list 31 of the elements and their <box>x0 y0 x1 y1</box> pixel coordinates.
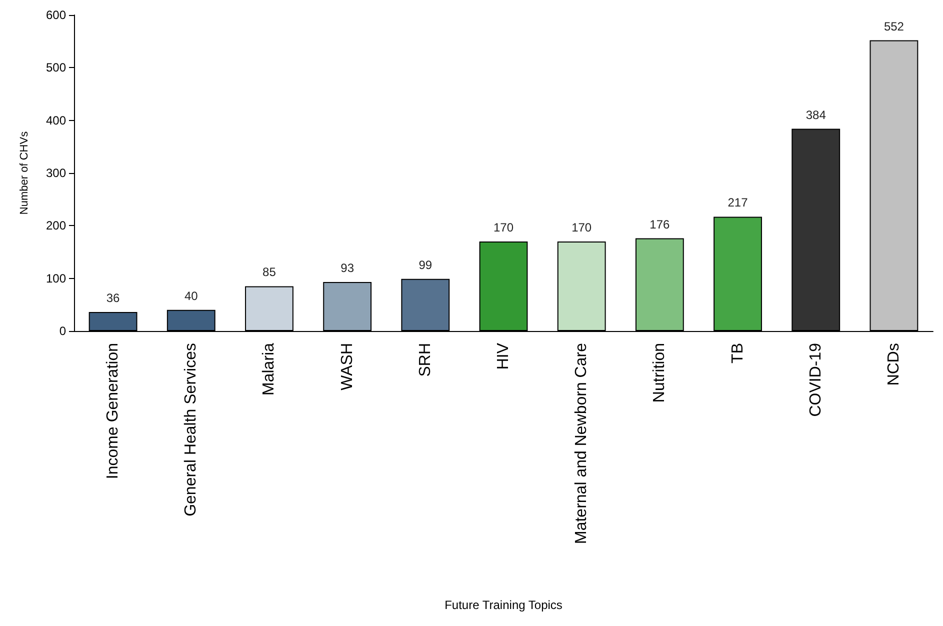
y-tick-label: 600 <box>46 8 66 22</box>
x-tick-label: SRH <box>416 343 434 377</box>
data-label: 85 <box>262 265 276 280</box>
y-tick-label: 200 <box>46 218 66 233</box>
y-tick-label: 100 <box>46 271 66 286</box>
data-label: 384 <box>806 108 826 122</box>
x-tick-label: WASH <box>338 343 356 390</box>
x-tick-label: COVID-19 <box>807 342 824 417</box>
data-label: 170 <box>493 220 514 234</box>
x-tick-label: Income Generation <box>104 343 122 480</box>
x-tick-label: NCDs <box>885 343 902 386</box>
y-tick-label: 400 <box>46 113 66 128</box>
data-label: 217 <box>728 196 748 210</box>
data-label: 170 <box>572 220 592 234</box>
x-tick-label: TB <box>729 343 746 364</box>
x-tick-label: Maternal and Newborn Care <box>573 342 590 544</box>
data-label: 99 <box>418 258 432 272</box>
x-axis-title: Future Training Topics <box>444 598 562 612</box>
data-label: 93 <box>340 261 354 276</box>
x-tick-label: Malaria <box>260 342 278 396</box>
y-tick-label: 300 <box>46 166 66 180</box>
y-axis-title: Number of CHVs <box>18 130 30 215</box>
data-label: 552 <box>884 19 904 34</box>
data-label: 40 <box>184 288 198 303</box>
x-tick-label: HIV <box>495 342 512 370</box>
x-tick-label: Nutrition <box>651 343 668 403</box>
data-label: 176 <box>650 217 670 232</box>
data-label: 36 <box>106 291 120 306</box>
x-tick-label: General Health Services <box>182 343 200 516</box>
y-tick-label: 500 <box>46 60 66 75</box>
y-tick-label: 0 <box>59 324 66 338</box>
